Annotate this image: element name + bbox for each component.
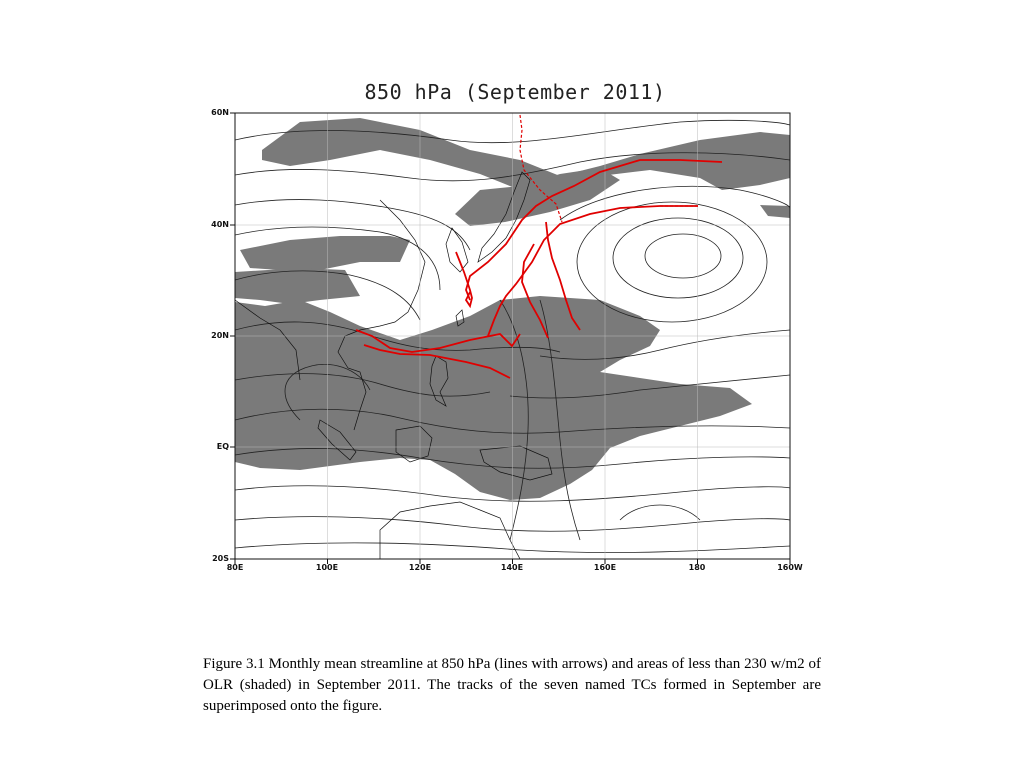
figure-caption: Figure 3.1 Monthly mean streamline at 85…: [203, 656, 821, 714]
streamline-s: [619, 504, 701, 521]
olr-shading: [235, 118, 790, 500]
streamline-m: [235, 485, 790, 502]
olr-shade-west-maincore: [235, 296, 752, 500]
lon-label-80e: 80E: [226, 563, 244, 572]
olr-shade-east-strip: [760, 205, 790, 218]
olr-shade-indian-ocean: [235, 380, 260, 412]
streamline-r: [284, 363, 371, 421]
streamline-e: [235, 226, 441, 291]
streamline-k: [235, 408, 790, 434]
streamline-c: [235, 199, 471, 251]
streamline-j: [235, 373, 491, 397]
coast-sumatra: [317, 419, 357, 461]
coast-india-east: [235, 299, 301, 381]
lon-label-160w: 160W: [777, 563, 803, 572]
streamlines: [235, 119, 790, 553]
streamline-b: [235, 152, 790, 182]
streamline-i: [509, 374, 790, 399]
coast-taiwan: [455, 309, 465, 327]
streamline-g: [235, 321, 561, 353]
coast-philippines: [429, 355, 449, 407]
coast-new-guinea: [479, 445, 553, 481]
anticyclone-ring-2: [612, 217, 744, 299]
tc-track-6: [521, 243, 549, 339]
olr-shade-north-band: [262, 118, 790, 190]
coast-japan: [477, 171, 531, 263]
olr-shade-china-band: [240, 236, 410, 270]
lon-label-160e: 160E: [593, 563, 617, 572]
tc-track-3: [465, 159, 723, 301]
olr-shade-west-band: [235, 268, 360, 304]
anticyclone-ring-3: [576, 201, 768, 323]
graticule: [235, 113, 790, 559]
ticks: [230, 112, 791, 564]
streamline-p: [499, 299, 529, 541]
streamline-o: [235, 542, 790, 553]
streamline-a: [235, 119, 790, 144]
tc-track-north-dashed: [519, 114, 563, 223]
lon-label-180: 180: [688, 563, 706, 572]
tc-tracks: [355, 114, 723, 379]
anticyclone-ring-1: [644, 233, 722, 279]
coast-korea: [445, 227, 469, 273]
streamline-q: [539, 299, 581, 541]
lon-label-120e: 120E: [408, 563, 432, 572]
coastlines: [235, 171, 553, 559]
tc-track-2: [363, 344, 511, 379]
lat-label-40n: 40N: [211, 220, 229, 229]
lat-label-eq: EQ: [216, 442, 229, 451]
tc-track-7: [455, 251, 473, 309]
map-title: 850 hPa (September 2011): [364, 80, 666, 104]
lat-label-20s: 20S: [212, 554, 229, 563]
lon-label-140e: 140E: [500, 563, 524, 572]
lat-label-20n: 20N: [211, 331, 229, 340]
streamline-f: [235, 270, 421, 321]
coast-australia: [379, 501, 521, 559]
tc-track-1: [355, 329, 521, 353]
streamline-d: [559, 185, 790, 221]
tc-track-4: [487, 205, 698, 337]
streamline-h: [539, 329, 790, 360]
lon-label-100e: 100E: [315, 563, 339, 572]
lat-label-60n: 60N: [211, 108, 229, 117]
tc-track-5: [545, 221, 581, 331]
